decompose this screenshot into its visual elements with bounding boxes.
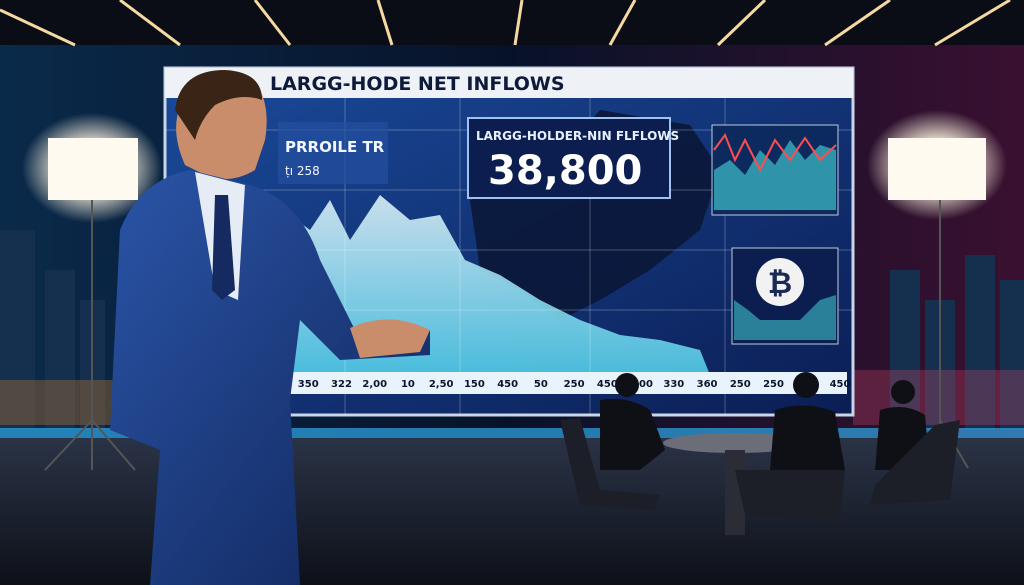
light-stand xyxy=(44,200,136,471)
axis-label: 150 xyxy=(464,379,485,390)
ceiling-lights xyxy=(0,0,1011,47)
axis-label: 2,00 xyxy=(362,379,387,390)
axis-label: 330 xyxy=(663,379,684,390)
studio-light xyxy=(48,138,138,200)
axis-label: 450 xyxy=(597,379,618,390)
info-panel xyxy=(278,122,388,184)
studio-light xyxy=(888,138,986,200)
screen-title: LARGG-HODE NET INFLOWS xyxy=(270,73,565,95)
axis-label: 10 xyxy=(401,379,415,390)
axis-label: 50 xyxy=(534,379,548,390)
headline-value: 38,800 xyxy=(488,148,642,194)
headline-label: LARGG-HOLDER-NIN FLFLOWS xyxy=(476,129,679,143)
axis-label: 250 xyxy=(730,379,751,390)
title-bar xyxy=(165,68,853,98)
axis-label: 322 xyxy=(331,379,352,390)
city-glow xyxy=(853,370,1024,425)
bitcoin-logo xyxy=(756,258,804,306)
axis-bar xyxy=(272,372,847,394)
axis-label: 2,50 xyxy=(429,379,454,390)
headline-panel xyxy=(467,117,671,199)
wall-trim xyxy=(0,428,1024,438)
axis-label: 2,00 xyxy=(628,379,653,390)
price-area xyxy=(714,140,836,210)
panel-label: PRROILE TR xyxy=(285,138,385,156)
axis-label: 250 xyxy=(763,379,784,390)
seated-people xyxy=(600,372,930,470)
axis-label: 450 xyxy=(497,379,518,390)
axis-label: 250 xyxy=(564,379,585,390)
panel-value: ṭı 258 xyxy=(285,164,320,178)
chairs xyxy=(560,418,960,520)
presenter xyxy=(110,70,430,585)
axis-label: 360 xyxy=(697,379,718,390)
bitcoin-symbol: ₿ xyxy=(768,266,792,301)
axis-label: 350 xyxy=(298,379,319,390)
table xyxy=(663,433,807,453)
axis-label: 450 xyxy=(830,379,851,390)
ceiling xyxy=(0,0,1024,45)
bitcoin-area xyxy=(734,295,836,340)
price-line xyxy=(713,132,837,173)
